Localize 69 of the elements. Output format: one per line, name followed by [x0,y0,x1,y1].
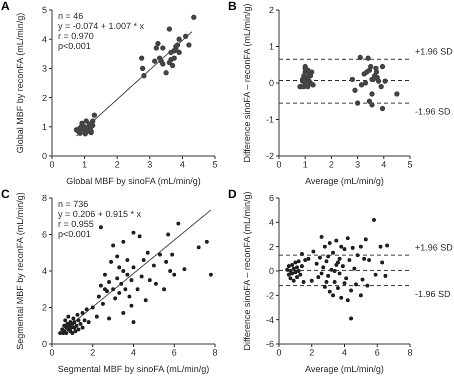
y-tick-label: -4 [266,314,274,325]
x-tick-label: 2 [114,159,120,170]
y-tick-label: -6 [266,339,274,350]
x-tick-label: 2 [309,347,314,358]
y-axis-title: Segmental MBF by reconFA (mL/min/g) [15,192,26,350]
annotation: p<0.001 [58,41,92,51]
y-axis-title: Global MBF by reconFA (mL/min/g) [15,12,26,154]
x-tick-label: 8 [407,347,413,358]
x-axis-title: Average (mL/min/g) [305,364,384,374]
y-tick-label: 2 [268,5,274,16]
y-tick-label: 1 [268,42,274,52]
x-tick-label: 1 [302,159,308,170]
ref-line-label: +1.96 SD [415,242,454,252]
y-tick-label: 6 [268,193,274,204]
y-tick-label: 4 [42,266,47,276]
y-tick-label: 2 [268,242,274,252]
y-tick-label: -2 [266,151,274,162]
x-tick-label: 0 [49,159,55,170]
x-tick-label: 8 [212,347,218,358]
y-tick-label: 4 [42,34,47,44]
x-axis-title: Global MBF by sinoFA (mL/min/g) [66,176,201,186]
y-tick-label: 2 [42,92,47,103]
y-tick-label: 1 [42,122,47,132]
x-tick-label: 5 [212,159,218,170]
y-tick-label: 8 [42,193,47,204]
annotation: r = 0.970 [58,31,95,41]
y-tick-label: 2 [42,302,47,313]
ref-line-label: +1.96 SD [415,46,454,56]
x-tick-label: 4 [381,159,386,170]
x-tick-label: 4 [342,347,348,358]
x-tick-label: 5 [407,159,413,170]
y-tick-label: 0 [268,266,274,276]
x-tick-label: 6 [374,347,380,358]
annotation: y = -0.074 + 1.007 * x [58,21,144,31]
y-tick-label: -2 [266,290,274,301]
ref-line-label: -1.96 SD [415,106,452,116]
x-tick-label: 2 [90,347,96,358]
y-axis-title: Difference sinoFA – reconFA (mL/min/g) [242,192,252,350]
x-tick-label: 6 [172,347,177,358]
chart-title: D [228,187,237,201]
x-tick-label: 0 [276,347,282,358]
x-tick-label: 1 [82,159,88,170]
y-tick-label: 0 [42,339,47,350]
annotation: n = 46 [58,11,84,21]
x-tick-label: 4 [130,347,136,358]
y-tick-label: 5 [42,5,47,16]
x-axis-title: Segmental MBF by sinoFA (mL/min/g) [58,364,210,374]
y-tick-label: 6 [42,230,47,240]
chart-title: C [1,187,10,201]
x-tick-label: 3 [147,159,152,170]
annotation: p<0.001 [58,229,92,239]
y-tick-label: 4 [268,218,274,228]
x-tick-label: 4 [180,159,185,170]
y-tick-label: 0 [268,78,274,88]
x-tick-label: 2 [328,159,334,170]
annotation: n = 736 [58,199,90,209]
y-tick-label: 0 [42,151,47,162]
chart-title: B [228,0,237,13]
x-axis-title: Average (mL/min/g) [305,176,384,186]
annotation: y = 0.206 + 0.915 * x [58,209,142,219]
x-tick-label: 0 [49,347,55,358]
x-tick-label: 0 [276,159,282,170]
chart-title: A [1,0,10,13]
y-tick-label: -1 [266,114,274,125]
annotation: r = 0.955 [58,219,95,229]
ref-line-label: -1.96 SD [415,288,452,299]
y-tick-label: 3 [42,64,47,74]
x-tick-label: 3 [355,159,360,170]
y-axis-title: Difference sinoFA – reconFA (mL/min/g) [242,4,252,162]
